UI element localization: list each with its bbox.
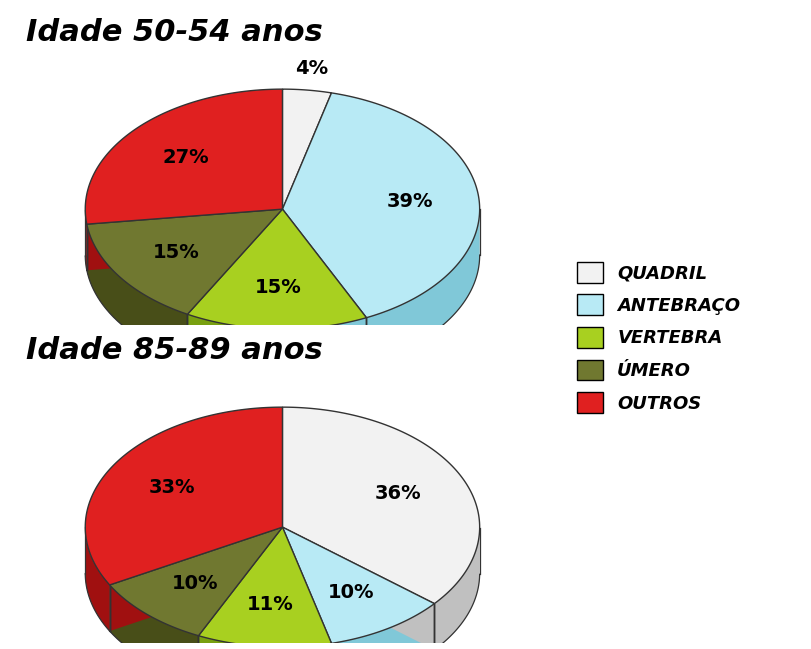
Polygon shape — [87, 209, 282, 314]
Legend: QUADRIL, ANTEBRAÇO, VERTEBRA, ÚMERO, OUTROS: QUADRIL, ANTEBRAÇO, VERTEBRA, ÚMERO, OUT… — [577, 262, 740, 413]
Polygon shape — [198, 527, 282, 649]
Text: 10%: 10% — [328, 583, 374, 602]
Polygon shape — [187, 209, 282, 360]
Polygon shape — [282, 527, 434, 643]
Polygon shape — [282, 209, 366, 364]
Polygon shape — [109, 527, 282, 631]
Polygon shape — [187, 209, 366, 329]
Polygon shape — [282, 527, 434, 649]
Polygon shape — [282, 209, 366, 364]
Text: 11%: 11% — [247, 595, 294, 615]
Polygon shape — [85, 528, 109, 631]
Polygon shape — [198, 527, 282, 649]
Polygon shape — [109, 527, 282, 636]
Polygon shape — [366, 209, 479, 364]
Polygon shape — [85, 210, 87, 271]
Polygon shape — [282, 527, 331, 649]
Polygon shape — [109, 585, 198, 649]
Polygon shape — [85, 255, 479, 375]
Polygon shape — [282, 89, 331, 209]
Text: Idade 85-89 anos: Idade 85-89 anos — [26, 336, 323, 365]
Polygon shape — [282, 93, 479, 318]
Text: 15%: 15% — [255, 278, 302, 297]
Text: 10%: 10% — [171, 574, 217, 593]
Text: 4%: 4% — [294, 59, 328, 78]
Text: 33%: 33% — [148, 478, 195, 497]
Polygon shape — [187, 209, 282, 360]
Polygon shape — [87, 209, 282, 271]
Polygon shape — [87, 209, 282, 271]
Text: Idade 50-54 anos: Idade 50-54 anos — [26, 18, 323, 47]
Polygon shape — [282, 407, 479, 604]
Polygon shape — [282, 527, 434, 649]
Polygon shape — [434, 528, 479, 649]
Polygon shape — [187, 314, 366, 375]
Polygon shape — [198, 527, 331, 647]
Polygon shape — [198, 636, 331, 649]
Polygon shape — [85, 573, 479, 649]
Polygon shape — [85, 89, 282, 224]
Polygon shape — [85, 407, 282, 585]
Text: 36%: 36% — [375, 484, 421, 504]
Text: 27%: 27% — [163, 148, 209, 167]
Polygon shape — [87, 224, 187, 360]
Text: 39%: 39% — [386, 192, 433, 212]
Polygon shape — [282, 527, 331, 649]
Text: 15%: 15% — [153, 243, 200, 262]
Polygon shape — [331, 604, 434, 649]
Polygon shape — [109, 527, 282, 631]
